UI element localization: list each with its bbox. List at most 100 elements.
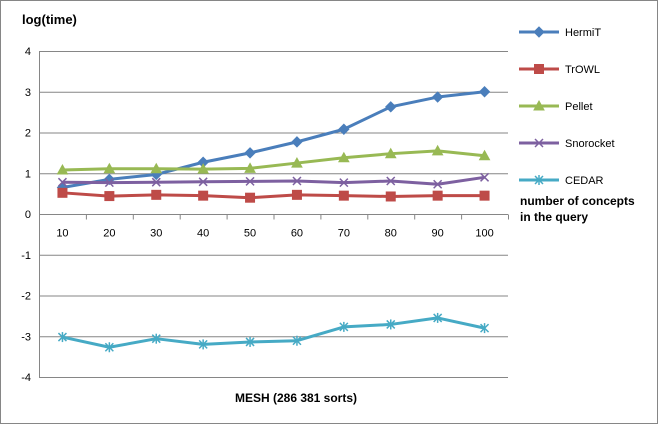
series-trowl [57, 187, 490, 203]
y-tick-label: 0 [25, 209, 31, 221]
data-point-pellet [150, 162, 163, 174]
series-snorocket [57, 172, 490, 189]
x-axis-label: MESH (286 381 sorts) [235, 391, 357, 405]
data-point-cedar [151, 333, 161, 344]
series-line-trowl [62, 191, 485, 200]
data-point-pellet [103, 162, 116, 174]
series-line-pellet [62, 149, 485, 172]
data-point-trowl [432, 190, 443, 201]
marker-stroke [198, 177, 208, 187]
legend: HermiT TrOWL Pellet Snorocket CEDAR [519, 26, 615, 187]
data-point-snorocket [480, 172, 490, 182]
series-line-snorocket [62, 175, 485, 186]
marker-stroke [57, 177, 67, 187]
data-point-trowl [245, 192, 256, 203]
x-tick-label: 80 [385, 228, 397, 240]
data-point-snorocket [339, 178, 349, 188]
legend-marker-cedar [534, 175, 544, 185]
x-tick-label: 30 [150, 228, 162, 240]
marker-stroke [104, 178, 114, 188]
legend-item-snorocket: Snorocket [519, 138, 615, 150]
legend-item-hermit: HermiT [519, 26, 601, 39]
y-tick-label: 4 [25, 46, 31, 58]
series-line-cedar [62, 316, 485, 349]
y-tick-label: -2 [21, 291, 31, 303]
data-point-trowl [198, 190, 209, 201]
x-tick-label: 60 [291, 228, 303, 240]
y-tick-label: -3 [21, 331, 31, 343]
legend-label-cedar: CEDAR [565, 175, 604, 187]
x-tick-label: 40 [197, 228, 209, 240]
data-point-hermit [244, 147, 256, 159]
data-point-trowl [291, 189, 302, 200]
data-point-pellet [431, 144, 444, 156]
data-point-trowl [338, 190, 349, 201]
x-tick-label: 20 [103, 228, 115, 240]
y-tick-label: 3 [25, 87, 31, 99]
legend-marker-pellet [533, 99, 545, 111]
data-point-snorocket [151, 177, 161, 187]
legend-label-pellet: Pellet [565, 101, 593, 113]
data-point-pellet [384, 147, 397, 159]
data-point-cedar [104, 342, 114, 353]
legend-label-hermit: HermiT [565, 27, 601, 39]
data-point-snorocket [386, 176, 396, 186]
legend-marker-hermit [533, 26, 545, 38]
data-point-cedar [433, 312, 443, 323]
data-point-snorocket [245, 176, 255, 186]
data-point-trowl [104, 191, 115, 202]
x-tick-label: 90 [432, 228, 444, 240]
data-point-snorocket [433, 179, 443, 189]
marker-stroke [339, 178, 349, 188]
x-tick-label: 70 [338, 228, 350, 240]
legend-label-trowl: TrOWL [565, 64, 600, 76]
legend-item-trowl: TrOWL [519, 64, 600, 76]
y-axis-label: log(time) [22, 12, 77, 27]
marker-stroke [386, 176, 396, 186]
gridlines [39, 51, 508, 378]
data-point-trowl [479, 190, 490, 201]
x-tick-label: 100 [475, 228, 493, 240]
legend-marker-trowl [534, 64, 544, 74]
data-point-cedar [57, 332, 67, 343]
legend-item-pellet: Pellet [519, 99, 593, 113]
data-point-hermit [291, 136, 303, 148]
data-point-cedar [386, 319, 396, 330]
marker-stroke [480, 172, 490, 182]
data-point-pellet [338, 151, 350, 163]
series-cedar [57, 312, 490, 353]
data-point-cedar [480, 323, 490, 334]
data-point-pellet [244, 162, 256, 173]
data-point-trowl [57, 187, 68, 198]
marker-stroke [245, 176, 255, 186]
data-point-snorocket [104, 178, 114, 188]
y-tick-label: -1 [21, 250, 31, 262]
data-point-snorocket [198, 177, 208, 187]
data-point-pellet [291, 157, 303, 168]
marker-stroke [433, 179, 443, 189]
marker-stroke [151, 177, 161, 187]
data-point-hermit [338, 123, 350, 135]
legend-label-snorocket: Snorocket [565, 138, 615, 150]
data-point-snorocket [292, 176, 302, 186]
data-point-hermit [385, 101, 397, 113]
series-group [56, 86, 491, 353]
data-point-cedar [339, 321, 349, 332]
marker-stroke [534, 138, 544, 148]
series-pellet [56, 144, 491, 175]
y-tick-label: 1 [25, 168, 31, 180]
data-point-hermit [478, 86, 491, 98]
data-point-trowl [385, 191, 396, 202]
data-point-hermit [431, 91, 444, 103]
data-point-cedar [245, 336, 255, 347]
y-tick-label: 2 [25, 128, 31, 140]
x-tick-label: 10 [56, 228, 68, 240]
data-point-pellet [56, 163, 69, 175]
data-point-pellet [197, 163, 209, 174]
legend-item-cedar: CEDAR [519, 175, 604, 187]
data-point-trowl [151, 189, 162, 200]
x-side-label-line1: number of concepts [520, 194, 635, 208]
